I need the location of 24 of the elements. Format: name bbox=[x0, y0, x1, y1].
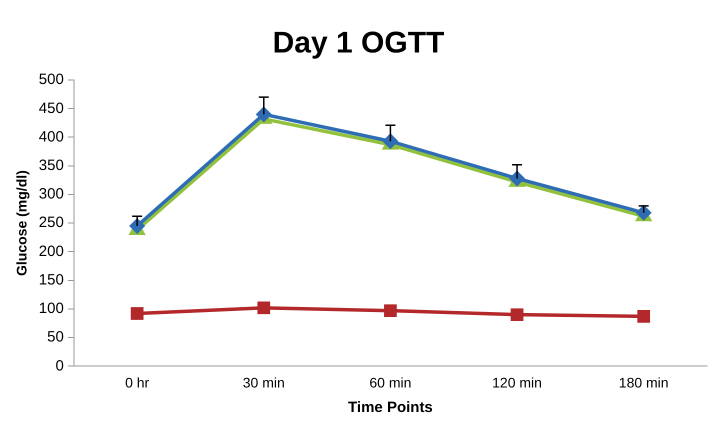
point bbox=[637, 310, 650, 323]
y-axis-title: Glucose (mg/dl) bbox=[13, 170, 30, 276]
y-tick-label: 200 bbox=[38, 242, 64, 260]
x-axis-title: Time Points bbox=[348, 399, 433, 416]
point bbox=[130, 307, 144, 320]
y-tick-label: 150 bbox=[38, 271, 64, 288]
y-tick-label: 300 bbox=[38, 186, 64, 203]
point bbox=[384, 304, 397, 318]
y-tick-label: 450 bbox=[38, 100, 64, 117]
y-tick-label: 0 bbox=[55, 357, 64, 374]
y-tick-label: 50 bbox=[47, 328, 64, 346]
x-tick-label: 60 min bbox=[369, 374, 412, 390]
x-tick-label: 0 hr bbox=[125, 374, 150, 390]
x-tick-label: 120 min bbox=[492, 374, 542, 390]
y-tick-label: 400 bbox=[38, 128, 64, 146]
y-tick-label: 500 bbox=[38, 71, 64, 88]
y-tick-label: 100 bbox=[38, 300, 64, 318]
point bbox=[510, 308, 524, 322]
y-tick-label: 250 bbox=[38, 214, 64, 232]
x-tick-label: 30 min bbox=[242, 374, 285, 390]
x-tick-label: 180 min bbox=[618, 374, 669, 390]
y-tick-label: 350 bbox=[38, 157, 64, 174]
chart-title: Day 1 OGTT bbox=[272, 26, 444, 60]
point bbox=[257, 301, 270, 314]
